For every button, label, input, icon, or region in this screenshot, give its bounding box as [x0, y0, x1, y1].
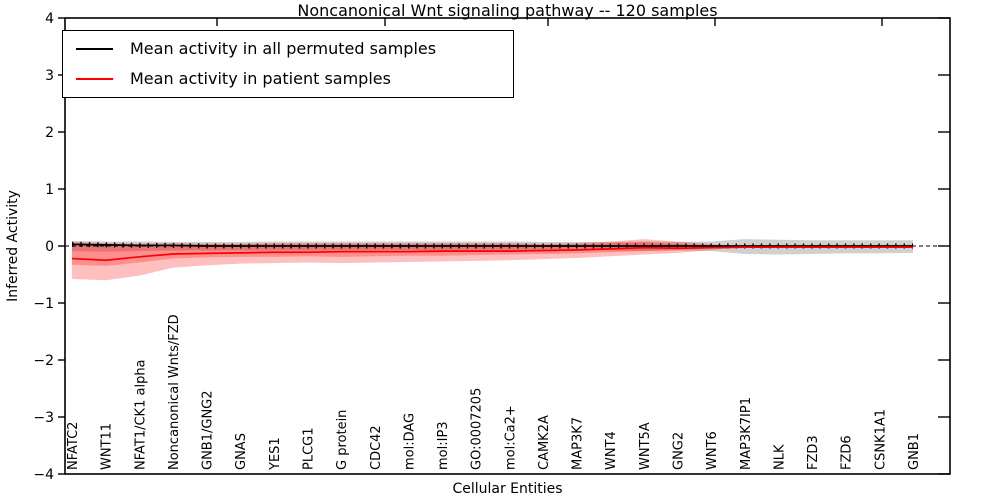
x-category-label: WNT5A — [638, 422, 653, 470]
x-category-label: WNT6 — [705, 431, 720, 470]
x-category-label: GNB1 — [907, 433, 922, 470]
y-tick-label: 0 — [45, 239, 54, 255]
x-category-label: YES1 — [268, 437, 283, 471]
chart-title: Noncanonical Wnt signaling pathway -- 12… — [297, 1, 718, 20]
permuted-line-swatch — [76, 48, 113, 50]
x-category-label: mol:DAG — [402, 413, 417, 470]
legend-label-permuted: Mean activity in all permuted samples — [130, 39, 437, 58]
x-category-label: mol:Ca2+ — [503, 405, 518, 470]
x-category-label: NFATC2 — [66, 422, 81, 470]
y-tick-label: −1 — [33, 296, 54, 312]
x-category-label: PLCG1 — [301, 427, 316, 470]
legend-label-patient: Mean activity in patient samples — [130, 69, 391, 88]
x-category-label: CDC42 — [369, 425, 384, 470]
x-category-label: GO:0007205 — [470, 388, 485, 470]
x-category-label: NFAT1/CK1 alpha — [133, 359, 148, 470]
y-tick-label: 2 — [45, 125, 54, 141]
x-category-label: CAMK2A — [537, 415, 552, 470]
x-category-label: mol:IP3 — [436, 421, 451, 470]
y-tick-label: 4 — [45, 11, 54, 27]
x-category-label: GNB1/GNG2 — [201, 390, 216, 470]
x-category-label: CSNK1A1 — [873, 409, 888, 470]
x-category-label: Noncanonical Wnts/FZD — [167, 314, 182, 470]
patient-line-swatch — [76, 78, 113, 80]
x-category-label: WNT11 — [100, 423, 115, 470]
x-category-label: GNG2 — [672, 432, 687, 470]
x-category-label: WNT4 — [604, 431, 619, 470]
legend: Mean activity in all permuted samples Me… — [62, 30, 514, 98]
y-axis-label: Inferred Activity — [5, 190, 21, 302]
y-tick-label: 1 — [45, 182, 54, 198]
y-tick-label: −3 — [33, 410, 54, 426]
x-category-label: FZD6 — [840, 435, 855, 470]
x-category-label: FZD3 — [806, 435, 821, 470]
x-axis-label: Cellular Entities — [452, 481, 563, 497]
x-category-label: GNAS — [234, 433, 249, 470]
y-tick-label: −2 — [33, 353, 54, 369]
x-category-label: MAP3K7IP1 — [739, 397, 754, 470]
x-category-label: MAP3K7 — [571, 417, 586, 470]
x-category-label: NLK — [772, 444, 787, 470]
legend-item-permuted: Mean activity in all permuted samples — [63, 34, 513, 64]
permuted-line-markers — [71, 241, 913, 249]
y-tick-label: 3 — [45, 68, 54, 84]
x-category-label: G protein — [335, 410, 350, 470]
patient-range-outer-band — [72, 239, 913, 281]
patient-mean-line — [71, 246, 913, 262]
y-tick-label: −4 — [33, 467, 54, 483]
legend-item-patient: Mean activity in patient samples — [63, 64, 513, 94]
